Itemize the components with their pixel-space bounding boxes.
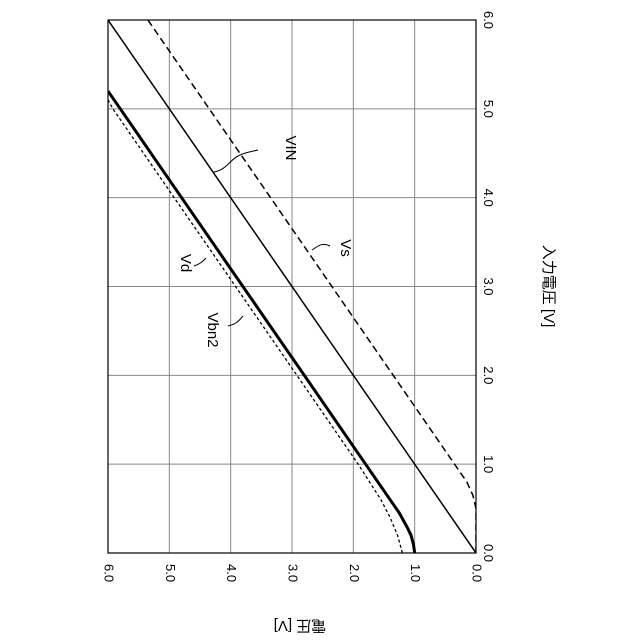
x-tick-label: 0.0 xyxy=(481,544,496,562)
x-tick-label: 5.0 xyxy=(481,100,496,118)
y-tick-label: 5.0 xyxy=(163,564,178,582)
x-tick-label: 6.0 xyxy=(481,11,496,29)
x-tick-label: 2.0 xyxy=(481,366,496,384)
annotation-label-vs: Vs xyxy=(337,239,354,257)
x-tick-label: 3.0 xyxy=(481,277,496,295)
y-tick-label: 4.0 xyxy=(224,564,239,582)
annotation-label-vd: Vd xyxy=(177,254,194,272)
series-line-vbn2 xyxy=(108,100,402,553)
y-tick-label: 0.0 xyxy=(470,564,485,582)
series-line-vd xyxy=(108,91,415,553)
y-tick-label: 3.0 xyxy=(286,564,301,582)
annotation-leader-vs xyxy=(312,244,330,250)
x-axis-label: 入力電圧 [V] xyxy=(540,245,557,328)
x-tick-label: 4.0 xyxy=(481,189,496,207)
annotation-label-vbn2: Vbn2 xyxy=(204,312,221,347)
y-tick-label: 6.0 xyxy=(102,564,117,582)
x-tick-label: 1.0 xyxy=(481,455,496,473)
y-axis-label: 電圧 [V] xyxy=(274,617,327,634)
x-tick-labels: 0.0 1.0 2.0 3.0 4.0 5.0 6.0 xyxy=(481,11,496,562)
y-tick-label: 1.0 xyxy=(408,564,423,582)
y-tick-labels: 0.0 1.0 2.0 3.0 4.0 5.0 6.0 xyxy=(102,564,485,582)
annotations: VIN Vs Vd Vbn2 xyxy=(177,135,354,347)
y-tick-label: 2.0 xyxy=(347,564,362,582)
annotation-leader-vd xyxy=(194,258,206,266)
annotation-label-vin: VIN xyxy=(282,135,299,160)
